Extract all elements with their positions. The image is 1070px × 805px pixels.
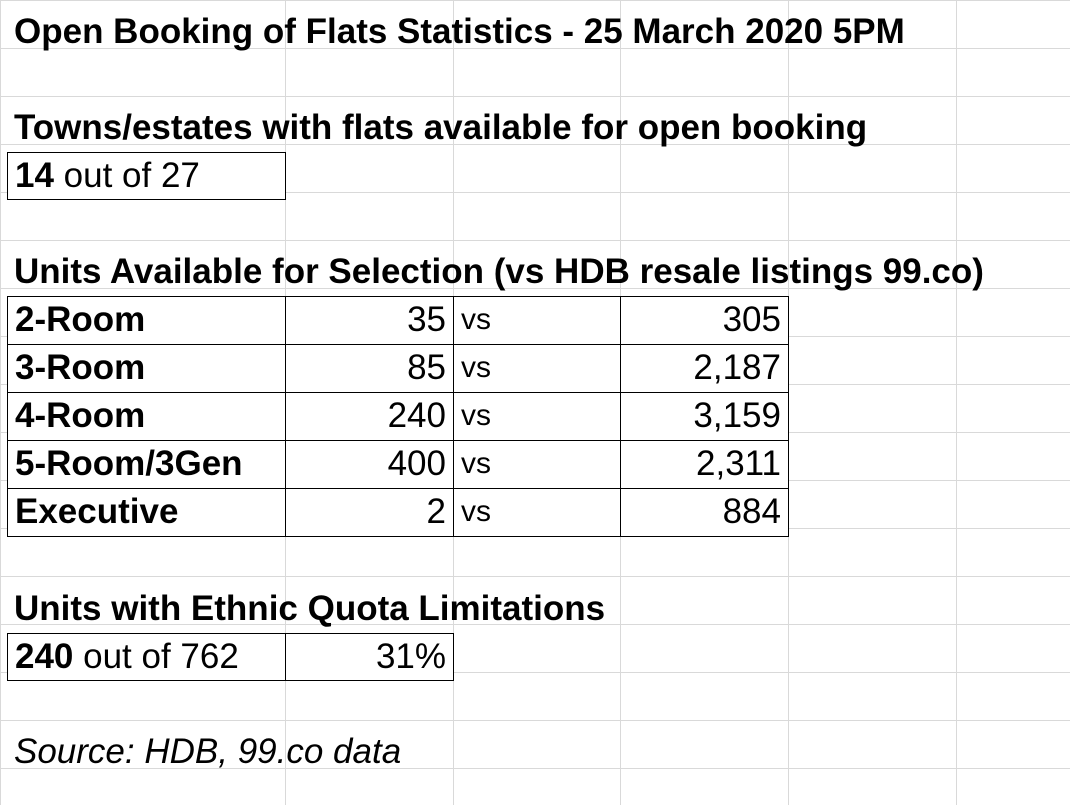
table-cell[interactable]: 2-Room [7, 296, 286, 345]
table-cell[interactable]: vs [453, 344, 621, 393]
available-count-cell: 2 [426, 492, 446, 531]
page-title: Open Booking of Flats Statistics - 25 Ma… [14, 12, 905, 51]
table-cell[interactable]: 4-Room [7, 392, 286, 441]
ethnic-percent: 31% [375, 637, 446, 676]
towns-value: 14 out of 27 [8, 153, 284, 199]
table-cell[interactable]: Executive [7, 488, 286, 537]
unit-type-cell: 3-Room [15, 348, 146, 387]
table-cell[interactable]: 2,311 [620, 440, 789, 489]
table-cell[interactable]: vs [453, 440, 621, 489]
available-count-cell: 85 [407, 348, 446, 387]
unit-type-cell: Executive [15, 492, 179, 531]
towns-box[interactable]: 14 out of 27 [7, 152, 286, 200]
unit-type-cell: 4-Room [15, 396, 146, 435]
ethnic-count-box[interactable]: 240 out of 762 [7, 633, 286, 681]
resale-count-cell: 305 [722, 300, 781, 339]
unit-type-cell: 2-Room [15, 300, 146, 339]
vs-cell: vs [461, 447, 491, 480]
units-heading: Units Available for Selection (vs HDB re… [14, 252, 984, 291]
table-cell[interactable]: 5-Room/3Gen [7, 440, 286, 489]
ethnic-value: 240 out of 762 [8, 634, 284, 680]
table-cell[interactable]: 85 [285, 344, 454, 393]
towns-suffix: out of 27 [53, 156, 200, 195]
source-note: Source: HDB, 99.co data [14, 732, 402, 771]
table-cell[interactable]: 884 [620, 488, 789, 537]
table-cell[interactable]: 400 [285, 440, 454, 489]
table-cell[interactable]: 3-Room [7, 344, 286, 393]
unit-type-cell: 5-Room/3Gen [15, 444, 243, 483]
vs-cell: vs [461, 495, 491, 528]
ethnic-percent-box[interactable]: 31% [285, 633, 454, 681]
resale-count-cell: 2,187 [693, 348, 781, 387]
resale-count-cell: 884 [722, 492, 781, 531]
ethnic-count: 240 [15, 637, 74, 676]
table-cell[interactable]: vs [453, 392, 621, 441]
table-cell[interactable]: vs [453, 488, 621, 537]
available-count-cell: 400 [387, 444, 446, 483]
ethnic-suffix: out of 762 [73, 637, 239, 676]
available-count-cell: 240 [387, 396, 446, 435]
table-cell[interactable]: 2 [285, 488, 454, 537]
vs-cell: vs [461, 351, 491, 384]
table-cell[interactable]: 305 [620, 296, 789, 345]
available-count-cell: 35 [407, 300, 446, 339]
vs-cell: vs [461, 399, 491, 432]
table-cell[interactable]: 35 [285, 296, 454, 345]
table-cell[interactable]: 3,159 [620, 392, 789, 441]
resale-count-cell: 3,159 [693, 396, 781, 435]
table-cell[interactable]: 2,187 [620, 344, 789, 393]
ethnic-heading: Units with Ethnic Quota Limitations [14, 589, 606, 628]
column-divider [956, 0, 957, 805]
resale-count-cell: 2,311 [696, 444, 781, 483]
table-cell[interactable]: 240 [285, 392, 454, 441]
table-cell[interactable]: vs [453, 296, 621, 345]
towns-heading: Towns/estates with flats available for o… [14, 108, 868, 147]
vs-cell: vs [461, 303, 491, 336]
towns-count: 14 [15, 156, 54, 195]
